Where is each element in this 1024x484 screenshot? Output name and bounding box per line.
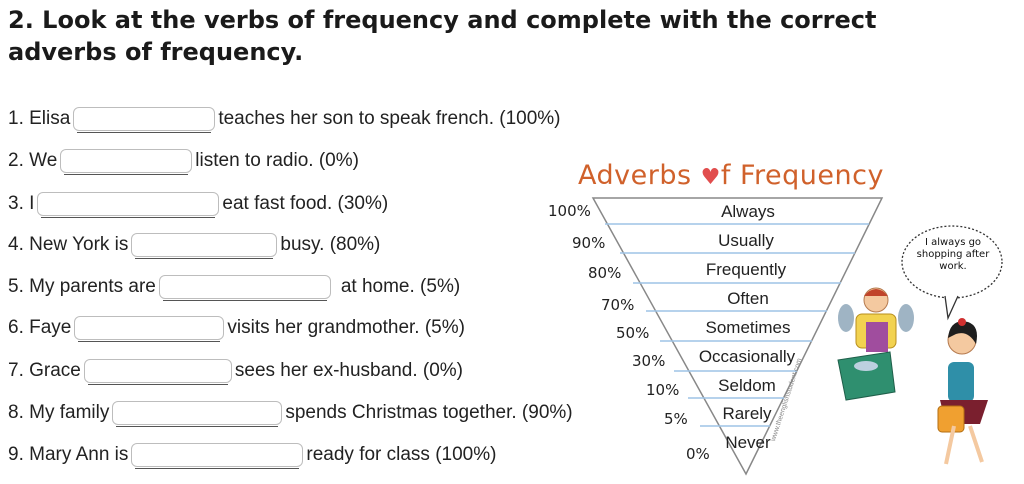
- adverb-label: Usually: [718, 231, 774, 250]
- speech-bubble-text: I always go shopping after work.: [916, 237, 990, 272]
- exercise-title: 2. Look at the verbs of frequency and co…: [8, 6, 877, 66]
- adverb-label: Frequently: [705, 260, 787, 279]
- exercise-text-before: 7. Grace: [8, 360, 81, 381]
- answer-blank-9[interactable]: [131, 443, 304, 469]
- answer-blank-4[interactable]: [131, 233, 278, 259]
- exercise-text-before: 8. My family: [8, 402, 110, 423]
- exercise-line-2: 2. We listen to radio. (0%): [8, 146, 359, 176]
- exercise-text-after: at home. (5%): [340, 276, 461, 297]
- pct-label: 50%: [616, 324, 650, 342]
- exercise-text-after: ready for class (100%): [306, 444, 497, 465]
- speech-bubble: [901, 225, 1003, 299]
- exercise-text-after: teaches her son to speak french. (100%): [218, 108, 561, 129]
- exercise-line-9: 9. Mary Ann is ready for class (100%): [8, 440, 496, 470]
- speech-bubble-tail: [944, 295, 959, 321]
- exercise-text-after: eat fast food. (30%): [222, 193, 389, 214]
- pyramid-outline: [591, 197, 884, 476]
- pct-label: 100%: [548, 202, 591, 220]
- exercise-text-before: 3. I: [8, 193, 35, 214]
- pyramid-title: Adverbs ♥f Frequency: [578, 160, 884, 191]
- pyramid-dividers: [605, 223, 869, 427]
- exercise-line-1: 1. Elisa teaches her son to speak french…: [8, 104, 561, 134]
- exercise-text-before: 9. Mary Ann is: [8, 444, 129, 465]
- exercise-text-before: 5. My parents are: [8, 276, 156, 297]
- exercise-text-before: 4. New York is: [8, 234, 129, 255]
- pct-label: 70%: [601, 296, 635, 314]
- exercise-text-before: 6. Faye: [8, 317, 72, 338]
- adverb-label: Rarely: [722, 404, 772, 423]
- adverb-label: Sometimes: [705, 318, 791, 337]
- pct-label: 30%: [632, 352, 666, 370]
- exercise-line-7: 7. Grace sees her ex-husband. (0%): [8, 356, 463, 386]
- exercise-line-8: 8. My family spends Christmas together. …: [8, 398, 573, 428]
- woman-illustration: [937, 318, 988, 465]
- answer-blank-7[interactable]: [83, 359, 232, 385]
- exercise-text-after: sees her ex-husband. (0%): [234, 360, 463, 381]
- pct-label: 0%: [686, 445, 710, 463]
- exercise-text-after: visits her grandmother. (5%): [227, 317, 465, 338]
- exercise-line-3: 3. I eat fast food. (30%): [8, 189, 388, 219]
- adverb-label: Occasionally: [698, 347, 796, 366]
- adverb-label: Often: [727, 289, 769, 308]
- pct-label: 90%: [572, 234, 606, 252]
- exercise-line-6: 6. Faye visits her grandmother. (5%): [8, 313, 465, 343]
- exercise-text-before: 2. We: [8, 150, 58, 171]
- answer-blank-2[interactable]: [60, 149, 193, 175]
- pct-label: 5%: [664, 410, 688, 428]
- exercise-text-after: spends Christmas together. (90%): [285, 402, 573, 423]
- fishmonger-illustration: [837, 287, 914, 401]
- pyramid-title-part2: f Frequency: [720, 160, 884, 191]
- answer-blank-3[interactable]: [37, 192, 220, 218]
- pct-label: 10%: [646, 381, 680, 399]
- answer-blank-8[interactable]: [112, 401, 283, 427]
- exercise-line-4: 4. New York is busy. (80%): [8, 230, 380, 260]
- exercise-text-before: 1. Elisa: [8, 108, 71, 129]
- exercise-text-after: listen to radio. (0%): [195, 150, 359, 171]
- adverb-label: Seldom: [718, 376, 776, 395]
- answer-blank-6[interactable]: [74, 316, 225, 342]
- heart-icon: ♥: [700, 165, 721, 190]
- adverb-label: Never: [725, 433, 771, 452]
- pct-label: 80%: [588, 264, 622, 282]
- answer-blank-5[interactable]: [158, 275, 331, 301]
- adverb-label: Always: [721, 202, 775, 221]
- exercise-text-after: busy. (80%): [280, 234, 381, 255]
- answer-blank-1[interactable]: [73, 107, 216, 133]
- exercise-line-5: 5. My parents are at home. (5%): [8, 272, 460, 302]
- pyramid-title-part1: Adverbs: [578, 160, 701, 191]
